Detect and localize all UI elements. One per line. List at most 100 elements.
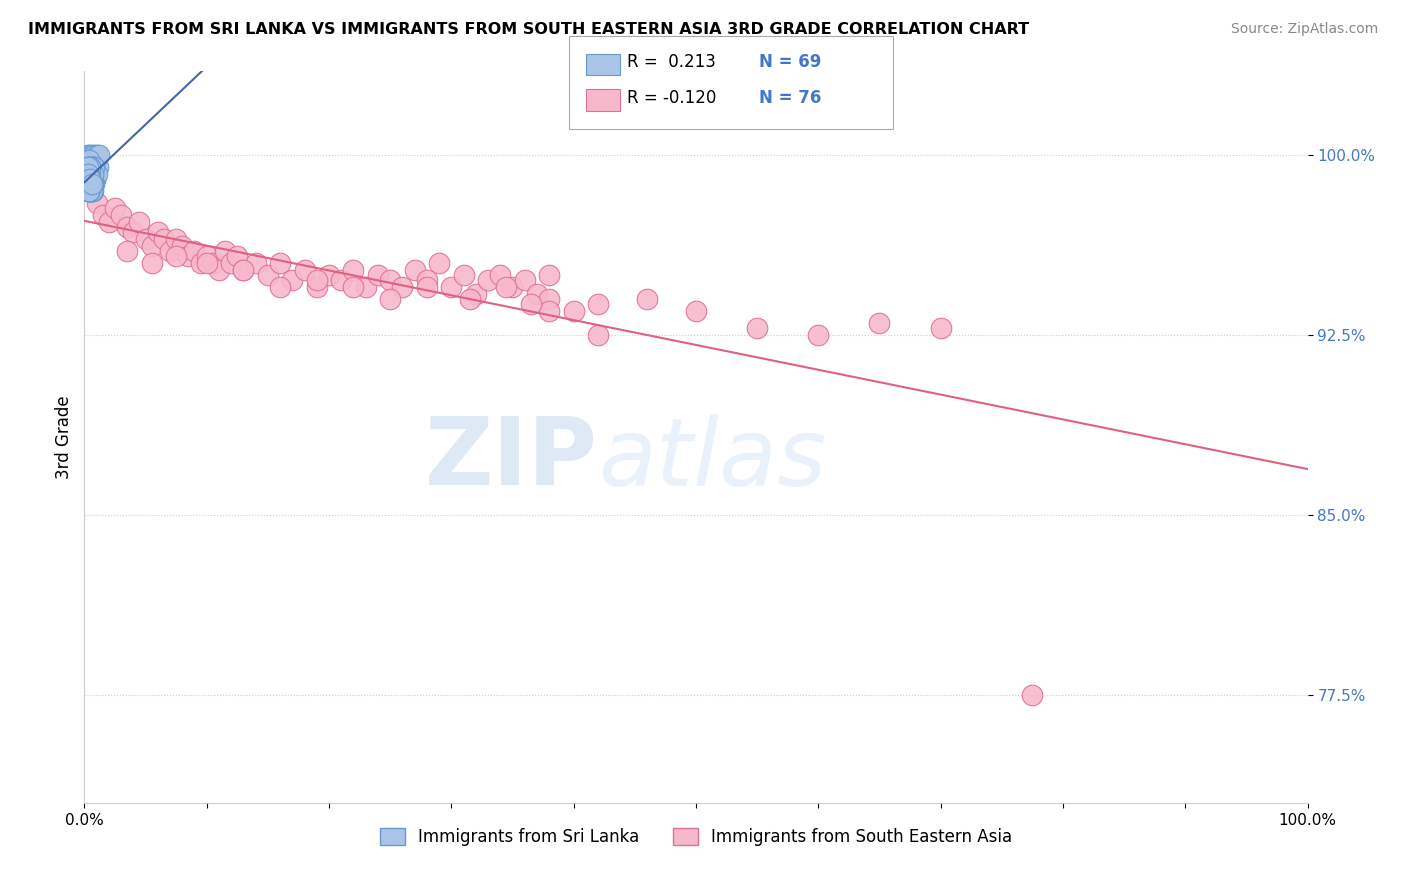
Point — [79, 168, 101, 182]
Point — [77, 177, 100, 191]
Point — [342, 280, 364, 294]
Point — [80, 148, 103, 162]
Point — [318, 268, 340, 283]
Point — [404, 263, 426, 277]
Point — [84, 172, 107, 186]
Point — [80, 168, 103, 182]
Point — [807, 328, 830, 343]
Point — [208, 263, 231, 277]
Point — [929, 321, 952, 335]
Point — [562, 304, 585, 318]
Point — [586, 328, 609, 343]
Point — [489, 268, 512, 283]
Point — [440, 280, 463, 294]
Point — [82, 177, 104, 191]
Point — [526, 287, 548, 301]
Point — [453, 268, 475, 283]
Point — [305, 280, 328, 294]
Point — [82, 184, 104, 198]
Point — [538, 304, 561, 318]
Point — [869, 316, 891, 330]
Point — [294, 263, 316, 277]
Point — [77, 172, 100, 186]
Point — [77, 168, 100, 182]
Point — [195, 256, 218, 270]
Point — [87, 161, 110, 175]
Point — [97, 215, 120, 229]
Point — [77, 148, 100, 162]
Text: Source: ZipAtlas.com: Source: ZipAtlas.com — [1230, 22, 1378, 37]
Point — [80, 168, 103, 182]
Point — [77, 148, 100, 162]
Point — [104, 201, 127, 215]
Point — [80, 177, 103, 191]
Point — [86, 148, 108, 162]
Point — [77, 161, 100, 175]
Point — [76, 168, 98, 182]
Point — [77, 161, 100, 175]
Text: IMMIGRANTS FROM SRI LANKA VS IMMIGRANTS FROM SOUTH EASTERN ASIA 3RD GRADE CORREL: IMMIGRANTS FROM SRI LANKA VS IMMIGRANTS … — [28, 22, 1029, 37]
Point — [77, 172, 100, 186]
Point — [77, 184, 100, 198]
Point — [77, 184, 100, 198]
Point — [79, 153, 101, 167]
Point — [269, 256, 291, 270]
Point — [79, 177, 101, 191]
Point — [305, 273, 328, 287]
Point — [76, 161, 98, 175]
Point — [513, 273, 536, 287]
Point — [685, 304, 707, 318]
Point — [82, 161, 104, 175]
Point — [82, 161, 104, 175]
Point — [77, 168, 100, 182]
Point — [367, 268, 389, 283]
Point — [115, 244, 138, 259]
Point — [77, 172, 100, 186]
Point — [538, 268, 561, 283]
Point — [122, 225, 145, 239]
Point — [195, 249, 218, 263]
Point — [80, 177, 103, 191]
Text: R = -0.120: R = -0.120 — [627, 89, 717, 107]
Text: N = 69: N = 69 — [759, 54, 821, 71]
Point — [538, 292, 561, 306]
Text: N = 76: N = 76 — [759, 89, 821, 107]
Point — [80, 172, 103, 186]
Point — [77, 177, 100, 191]
Point — [77, 172, 100, 186]
Point — [77, 184, 100, 198]
Point — [269, 280, 291, 294]
Text: R =  0.213: R = 0.213 — [627, 54, 716, 71]
Point — [77, 168, 100, 182]
Point — [77, 184, 100, 198]
Point — [477, 273, 499, 287]
Point — [77, 153, 100, 167]
Point — [416, 273, 439, 287]
Point — [77, 184, 100, 198]
Point — [232, 263, 254, 277]
Point — [214, 244, 236, 259]
Point — [165, 232, 187, 246]
Point — [232, 263, 254, 277]
Point — [636, 292, 658, 306]
Point — [79, 172, 101, 186]
Point — [281, 273, 304, 287]
Point — [458, 292, 481, 306]
Point — [77, 177, 100, 191]
Point — [79, 168, 101, 182]
Point — [141, 239, 163, 253]
Point — [586, 297, 609, 311]
Point — [77, 168, 100, 182]
Point — [77, 172, 100, 186]
Point — [91, 208, 114, 222]
Point — [1021, 688, 1043, 702]
Point — [80, 172, 103, 186]
Point — [380, 292, 402, 306]
Point — [520, 297, 543, 311]
Point — [153, 232, 176, 246]
Point — [190, 256, 212, 270]
Point — [79, 161, 101, 175]
Point — [83, 177, 105, 191]
Point — [128, 215, 150, 229]
Point — [84, 172, 107, 186]
